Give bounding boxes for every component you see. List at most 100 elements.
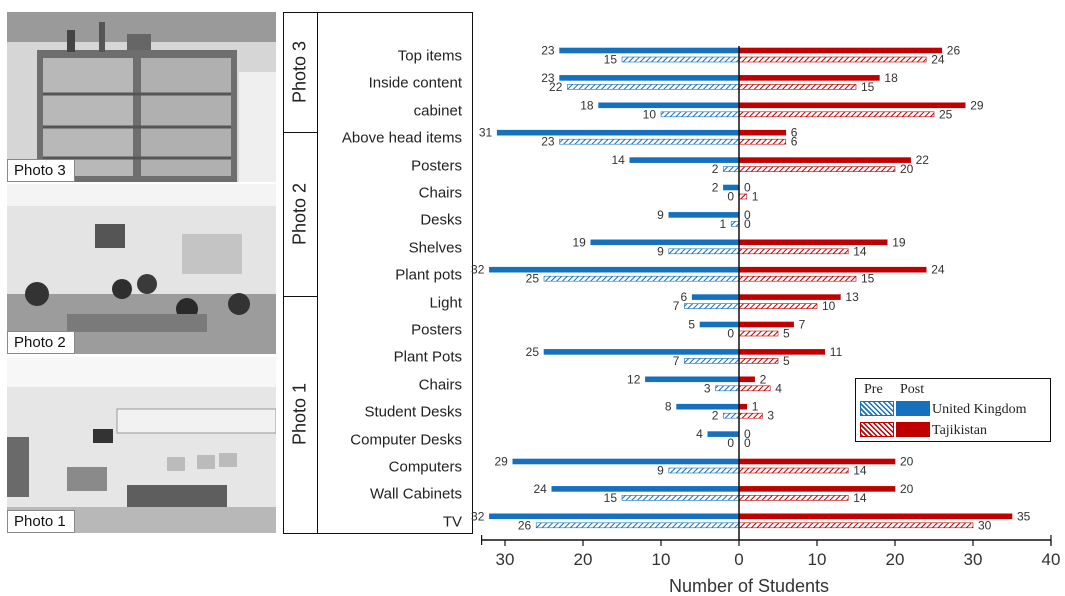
uk-post-bar [543, 349, 740, 355]
bar-value-label: 1 [752, 400, 759, 414]
uk-pre-bar [559, 138, 740, 145]
category-label: Computers [388, 458, 462, 476]
bar-value-label: 32 [471, 509, 485, 523]
bar-value-label: 7 [799, 318, 806, 332]
photo-3-image: Photo 3 [7, 12, 276, 182]
bar-value-label: 1 [720, 217, 727, 231]
tj-pre-bar [738, 248, 849, 255]
bar-value-label: 22 [549, 80, 563, 94]
x-axis: 30 20 10 0 10 20 30 40 [481, 46, 1060, 569]
uk-post-bar [559, 75, 740, 81]
x-tick-label: 20 [886, 550, 905, 569]
bar-value-label: 12 [627, 372, 641, 386]
legend-pre-header: Pre [864, 382, 883, 397]
bar-value-label: 11 [830, 345, 843, 359]
tj-pre-bar [738, 84, 857, 90]
uk-post-bar [496, 129, 740, 136]
bar-value-label: 2 [712, 409, 719, 423]
x-tick-label: 30 [964, 550, 983, 569]
tj-post-bar [738, 349, 826, 355]
bar-value-label: 5 [783, 327, 790, 341]
uk-pre-bar [535, 522, 740, 529]
cabinet-photo-graphic [7, 12, 276, 182]
bar-value-label: 23 [541, 135, 555, 149]
x-tick-label: 20 [574, 550, 593, 569]
uk-post-bar [598, 102, 740, 109]
uk-post-bar [668, 212, 740, 218]
bar-value-label: 0 [744, 436, 751, 450]
bar-value-label: 26 [947, 44, 961, 58]
bar-value-label: 31 [479, 126, 493, 140]
bar-value-label: 15 [861, 272, 875, 286]
tj-pre-bar [738, 385, 771, 392]
category-label: Plant pots [395, 266, 462, 284]
value-label-group: 2323183114291932652512842924321522102320… [471, 44, 1031, 533]
bar-value-label: 32 [471, 263, 485, 277]
bar-value-label: 19 [892, 235, 906, 249]
uk-pre-bar [715, 385, 740, 392]
bar-value-label: 10 [822, 299, 836, 313]
category-label: Inside content [368, 74, 462, 92]
bar-value-label: 20 [900, 162, 914, 176]
bar-value-label: 9 [657, 208, 664, 222]
legend-label-tj: Tajikistan [932, 423, 988, 438]
photo-label: Photo 1 [7, 510, 75, 533]
bar-value-label: 14 [853, 244, 867, 258]
tj-pre-bar [738, 56, 927, 63]
bar-value-label: 22 [916, 153, 930, 167]
computer-room-photo-graphic [7, 357, 276, 533]
bar-value-label: 0 [744, 217, 751, 231]
tj-pre-bar [738, 193, 748, 200]
bar-value-label: 14 [611, 153, 625, 167]
photo-1-image: Photo 1 [7, 357, 276, 533]
category-label: Chairs [418, 184, 462, 202]
group-divider [284, 131, 317, 133]
bar-value-label: 20 [900, 455, 914, 469]
bar-value-label: 9 [657, 244, 664, 258]
bar-value-label: 15 [604, 491, 618, 505]
tj-post-bar [738, 376, 755, 383]
tj-post-bar [738, 157, 911, 163]
category-label-table: Photo 3 Photo 2 Photo 1 Top items Inside … [283, 12, 473, 534]
uk-post-bar [707, 431, 740, 437]
group-divider [284, 295, 317, 297]
bar-value-label: 30 [978, 518, 992, 532]
category-label: Top items [397, 47, 462, 65]
uk-pre-bar [567, 84, 740, 90]
uk-pre-bar [543, 275, 740, 282]
uk-post-bar [551, 486, 740, 492]
bar-value-label: 29 [494, 455, 508, 469]
bar-value-label: 24 [931, 263, 945, 277]
tj-pre-bar [738, 522, 974, 529]
x-tick-label: 10 [652, 550, 671, 569]
uk-post-bar [590, 239, 740, 246]
category-label: Chairs [418, 376, 462, 394]
tj-post-bar [738, 513, 1013, 520]
bar-value-label: 9 [657, 464, 664, 478]
bar-value-label: 8 [665, 400, 672, 414]
tj-post-bar [738, 486, 896, 492]
bar-value-label: 7 [673, 354, 680, 368]
group-column: Photo 3 Photo 2 Photo 1 [284, 13, 318, 533]
bar-value-label: 14 [853, 491, 867, 505]
x-tick-label: 30 [496, 550, 515, 569]
photo-label: Photo 2 [7, 331, 75, 354]
category-label: Posters [411, 157, 462, 175]
tj-pre-bar [738, 412, 763, 419]
legend: Pre Post United Kingdom Tajikistan [855, 378, 1051, 442]
bar-value-label: 2 [712, 162, 719, 176]
bar-value-label: 2 [760, 372, 767, 386]
bar-value-label: 6 [791, 135, 798, 149]
tj-post-bar [738, 129, 787, 136]
legend-swatch-uk-post [896, 401, 930, 416]
bar-value-label: 24 [533, 482, 547, 496]
tj-post-bar [738, 458, 896, 465]
tj-post-bar [738, 403, 748, 410]
bar-value-label: 7 [673, 299, 680, 313]
legend-label-uk: United Kingdom [932, 402, 1027, 417]
tj-pre-bar [738, 303, 818, 309]
bar-value-label: 5 [783, 354, 790, 368]
bar-group [489, 47, 1013, 529]
bar-value-label: 6 [791, 126, 798, 140]
bar-value-label: 2 [712, 181, 719, 195]
